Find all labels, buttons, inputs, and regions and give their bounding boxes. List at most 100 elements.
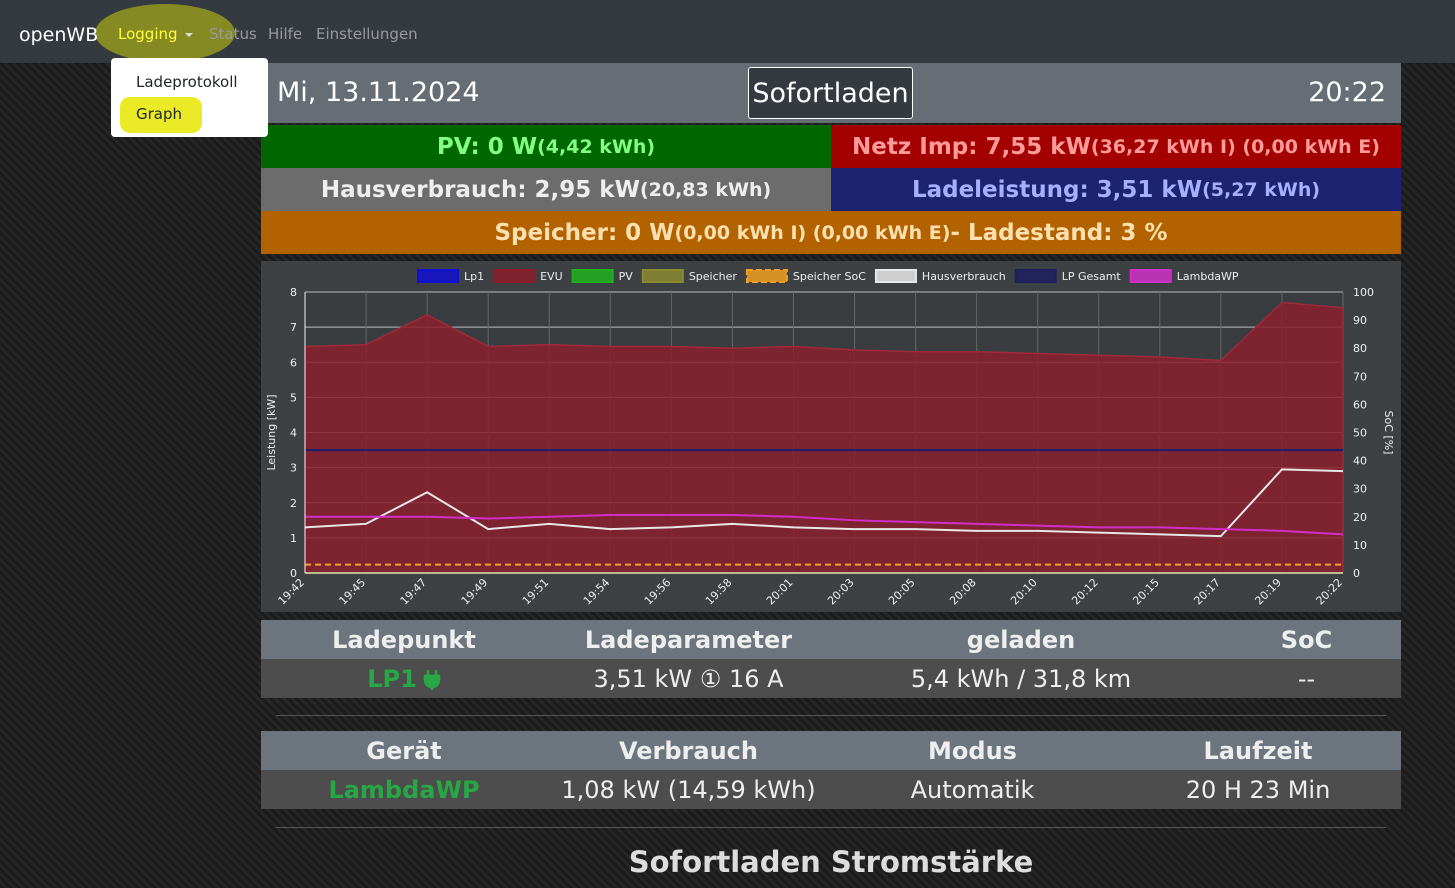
brand[interactable]: openWB [19, 24, 99, 46]
table-header: Modus [830, 731, 1115, 770]
cell-text: LambdaWP [328, 775, 480, 804]
cell-text: -- [1297, 664, 1316, 693]
legend-swatch [493, 269, 536, 283]
navbar: openWB Logging Status Hilfe Einstellunge… [0, 0, 1455, 63]
tile-label: Ladeleistung: 3,51 kW [911, 176, 1203, 203]
date: Mi, 13.11.2024 [277, 77, 480, 108]
chargepoint-table: Ladepunkt Ladeparameter geladen SoC LP1 3,51 … [261, 620, 1401, 698]
legend-swatch [641, 269, 684, 283]
tile-detail: (36,27 kWh I) (0,00 kWh E) [1090, 135, 1380, 158]
cell-text: LP1 [367, 664, 417, 693]
table-header: Verbrauch [547, 731, 830, 770]
y-tick-label: 4 [290, 427, 297, 440]
y2-tick-label: 90 [1353, 314, 1367, 327]
x-tick-label: 20:03 [825, 576, 857, 608]
divider [276, 827, 1386, 828]
x-tick-label: 20:22 [1314, 576, 1346, 608]
y2-tick-label: 20 [1353, 511, 1367, 524]
dropdown-menu: Ladeprotokoll Graph [111, 58, 268, 137]
y2-tick-label: 60 [1353, 398, 1367, 411]
area [304, 301, 1344, 574]
table-cell: 5,4 kWh / 31,8 km [830, 659, 1212, 698]
device-table: Gerät Verbrauch Modus Laufzeit LambdaWP 1,08 … [261, 731, 1401, 809]
legend-label: EVU [540, 270, 563, 283]
highlight [95, 4, 235, 62]
y-tick-label: 0 [290, 567, 297, 580]
y2-tick-label: 30 [1353, 483, 1367, 496]
tile-lade: Ladeleistung: 3,51 kW (5,27 kWh) [831, 168, 1401, 211]
cell-text: Ladepunkt [332, 625, 476, 654]
table-cell: LambdaWP [261, 770, 547, 809]
x-tick-label: 19:49 [459, 576, 491, 608]
legend-label: Lp1 [464, 270, 484, 283]
cell-text: Automatik [910, 775, 1035, 804]
y-tick-label: 2 [290, 497, 297, 510]
y-tick-label: 5 [290, 391, 297, 404]
time: 20:22 [1308, 77, 1386, 108]
table-header: Ladeparameter [547, 620, 830, 659]
tile-label: Speicher: 0 W [494, 219, 675, 246]
mode-button[interactable]: Sofortladen [748, 67, 913, 119]
x-tick-label: 20:05 [886, 576, 918, 608]
cell-text: Verbrauch [619, 736, 758, 765]
cell-text: Gerät [366, 736, 442, 765]
x-tick-label: 19:47 [398, 576, 430, 608]
dropdown-item[interactable]: Graph [136, 105, 183, 123]
section-heading: Sofortladen Stromstärke [628, 845, 1034, 879]
legend-label: Speicher [689, 270, 738, 283]
divider [276, 715, 1386, 716]
x-tick-label: 20:17 [1191, 576, 1223, 608]
dropdown-item[interactable]: Ladeprotokoll [136, 73, 238, 91]
line [305, 514, 1344, 536]
y2-tick-label: 0 [1353, 567, 1360, 580]
y-axis-title: Leistung [kW] [265, 394, 278, 470]
cell-text: 5,4 kWh / 31,8 km [910, 664, 1132, 693]
x-tick-label: 19:45 [337, 576, 369, 608]
legend-swatch [874, 269, 917, 283]
x-tick-label: 20:10 [1008, 576, 1040, 608]
y2-tick-label: 70 [1353, 370, 1367, 383]
table-cell: Automatik [830, 770, 1115, 809]
table-header: Gerät [261, 731, 547, 770]
caret [185, 33, 193, 37]
tile-speicher: Speicher: 0 W (0,00 kWh I) (0,00 kWh E) … [261, 211, 1401, 254]
cell-text: Laufzeit [1203, 736, 1313, 765]
tile-detail: (0,00 kWh I) (0,00 kWh E) [674, 221, 951, 244]
legend-swatch [571, 269, 614, 283]
x-tick-label: 20:19 [1252, 576, 1284, 608]
line [304, 468, 1344, 538]
legend-label: Speicher SoC [793, 270, 866, 283]
table-header: Ladepunkt [261, 620, 547, 659]
legend-swatch [1129, 269, 1172, 283]
nav-item[interactable]: Logging [118, 25, 178, 43]
tile-pv: PV: 0 W (4,42 kWh) [261, 125, 831, 168]
cell-text: 20 H 23 Min [1185, 775, 1331, 804]
tile-haus: Hausverbrauch: 2,95 kW (20,83 kWh) [261, 168, 831, 211]
x-tick-label: 20:01 [764, 576, 796, 608]
table-cell: 1,08 kW (14,59 kWh) [547, 770, 830, 809]
y2-axis-title: SoC [%] [1382, 411, 1395, 455]
status-tiles: PV: 0 W (4,42 kWh) Netz Imp: 7,55 kW (36… [261, 125, 1401, 254]
table-cell: LP1 [261, 659, 547, 698]
x-tick-label: 19:56 [642, 576, 674, 608]
nav-item[interactable]: Einstellungen [316, 25, 418, 43]
tile-detail: (4,42 kWh) [537, 135, 656, 158]
x-tick-label: 20:12 [1069, 576, 1101, 608]
header: Mi, 13.11.2024 Sofortladen 20:22 [261, 63, 1401, 123]
y-tick-label: 3 [290, 462, 297, 475]
tile-detail: (5,27 kWh) [1202, 178, 1321, 201]
tile-label: PV: 0 W [436, 133, 538, 160]
cell-text: 1,08 kW (14,59 kWh) [561, 775, 816, 804]
nav-item[interactable]: Status [209, 25, 257, 43]
legend-label: LP Gesamt [1062, 270, 1122, 283]
y2-tick-label: 10 [1353, 539, 1367, 552]
y-tick-label: 7 [290, 321, 297, 334]
y2-tick-label: 40 [1353, 455, 1367, 468]
highlight [120, 97, 202, 133]
x-tick-label: 19:51 [520, 576, 552, 608]
nav-item[interactable]: Hilfe [268, 25, 303, 43]
table-header: geladen [830, 620, 1212, 659]
legend-swatch [745, 269, 788, 283]
